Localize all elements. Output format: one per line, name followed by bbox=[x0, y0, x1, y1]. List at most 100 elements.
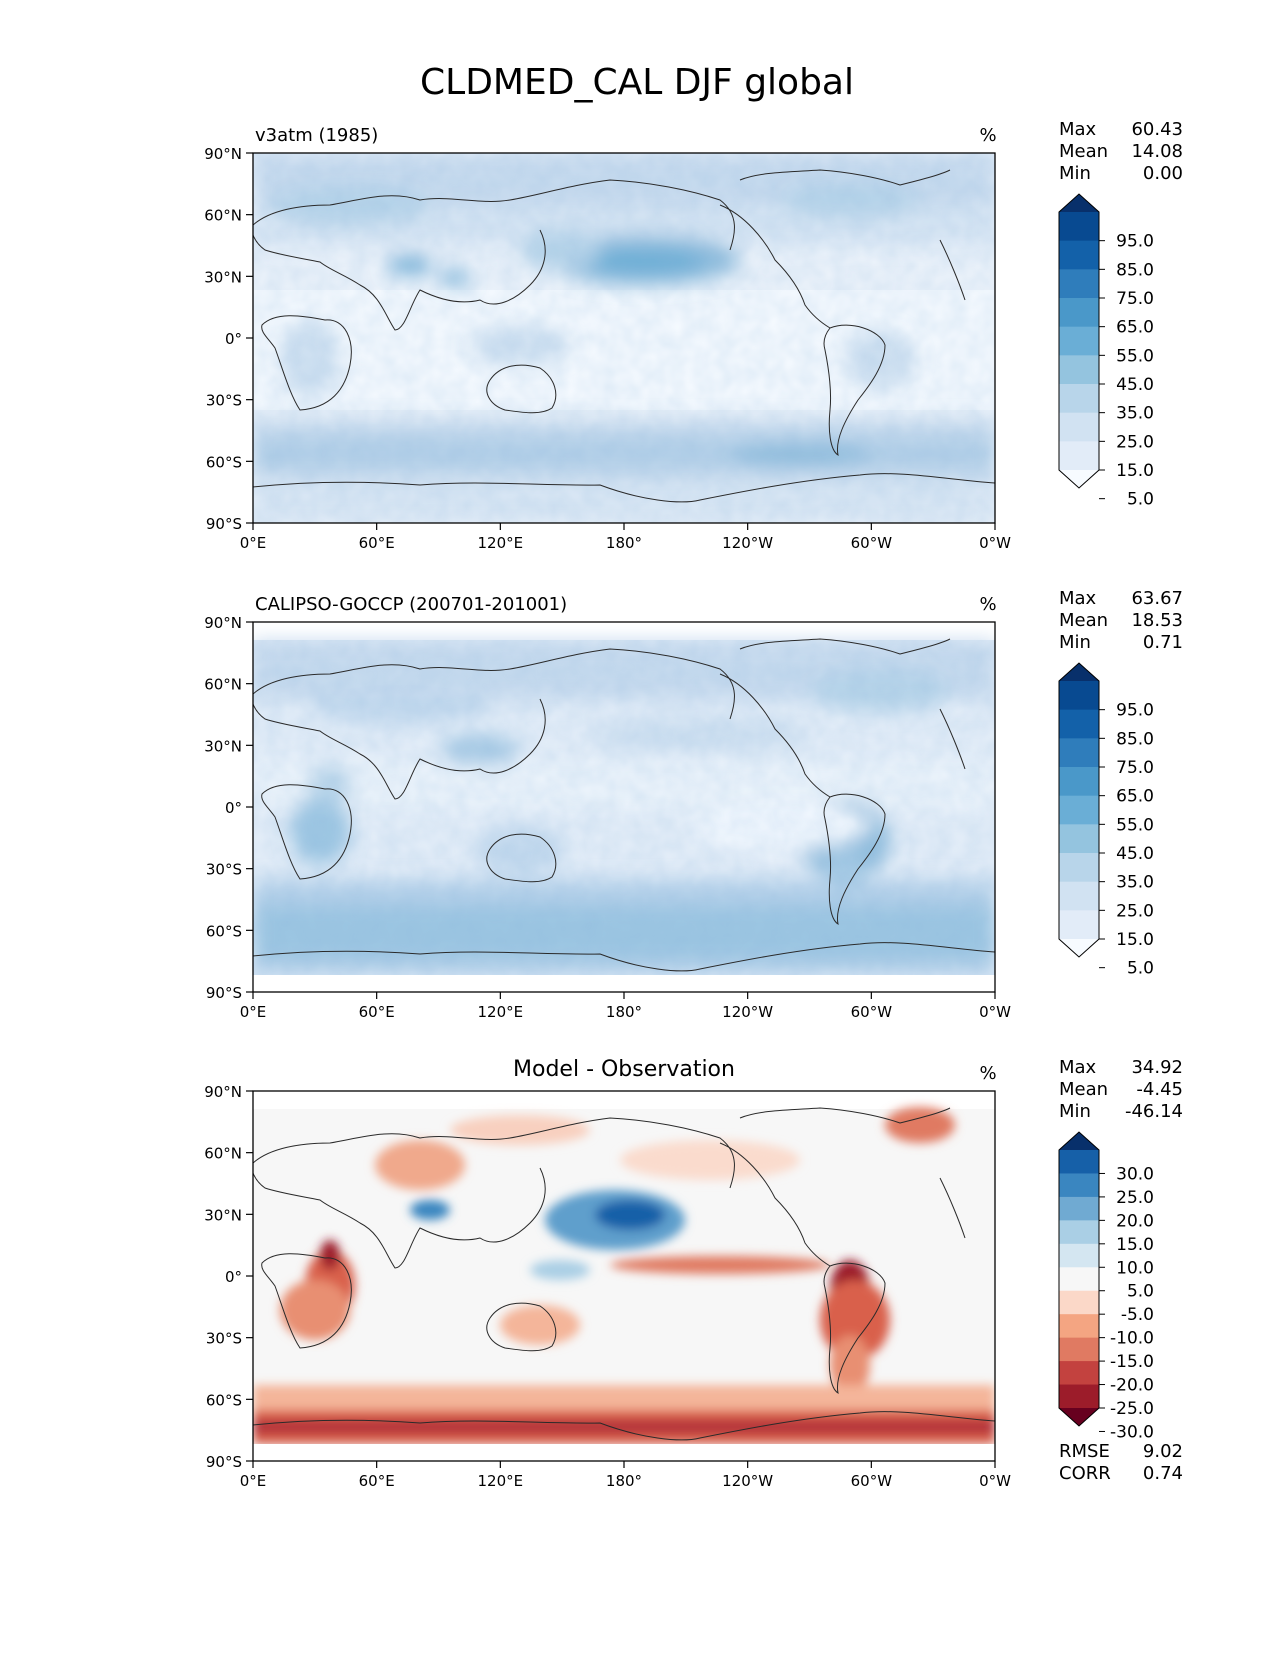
stats-difference: Max 34.92 Mean -4.45 Min -46.14 bbox=[1059, 1057, 1183, 1122]
colorbar-tick-label: 75.0 bbox=[1116, 289, 1154, 309]
colorbar-bin bbox=[1059, 384, 1099, 414]
colorbar-tick-label: -10.0 bbox=[1110, 1329, 1154, 1349]
colorbar-tick-label: -25.0 bbox=[1110, 1399, 1154, 1419]
colorbar-tick-label: 85.0 bbox=[1116, 260, 1154, 280]
colorbar-bin bbox=[1059, 709, 1099, 739]
metric-label-rmse: RMSE bbox=[1059, 1441, 1110, 1462]
lon-tick-label: 0°E bbox=[240, 1472, 267, 1490]
coastlines bbox=[253, 169, 995, 503]
colorbar-tick-label: 35.0 bbox=[1116, 873, 1154, 893]
colorbar-extend-min bbox=[1059, 470, 1099, 488]
colorbar-bin bbox=[1059, 441, 1099, 471]
colorbar-extend-min bbox=[1059, 939, 1099, 957]
stat-value-max: 34.92 bbox=[1131, 1057, 1183, 1078]
lat-tick-label: 30°S bbox=[206, 861, 242, 879]
lat-tick-label: 60°S bbox=[206, 1391, 242, 1409]
lat-tick-label: 60°N bbox=[204, 1145, 242, 1163]
lon-tick-label: 180° bbox=[606, 1003, 642, 1021]
panel-model: v3atm (1985) % bbox=[204, 119, 1183, 552]
lat-tick-label: 30°N bbox=[204, 1206, 242, 1224]
colorbar-extend-max bbox=[1059, 1132, 1099, 1150]
stat-label-mean: Mean bbox=[1059, 141, 1108, 162]
colorbar-tick-label: -20.0 bbox=[1110, 1376, 1154, 1396]
lon-tick-label: 0°E bbox=[240, 534, 267, 552]
lon-tick-label: 60°E bbox=[359, 534, 395, 552]
stat-value-min: 0.00 bbox=[1143, 163, 1183, 184]
colorbar-tick-label: 55.0 bbox=[1116, 346, 1154, 366]
colorbar-tick-label: 75.0 bbox=[1116, 758, 1154, 778]
colorbar-tick-label: 35.0 bbox=[1116, 404, 1154, 424]
lat-tick-label: 90°N bbox=[204, 145, 242, 163]
lat-tick-label: 30°S bbox=[206, 1330, 242, 1348]
colorbar-tick-label: 65.0 bbox=[1116, 787, 1154, 807]
lat-tick-label: 60°N bbox=[204, 676, 242, 694]
colorbar-tick-label: 25.0 bbox=[1116, 1188, 1154, 1208]
lat-tick-label: 0° bbox=[225, 330, 242, 348]
colorbar-bin bbox=[1059, 1220, 1099, 1245]
stat-value-min: 0.71 bbox=[1143, 632, 1183, 653]
coastlines bbox=[253, 638, 995, 972]
colorbar-bin bbox=[1059, 1173, 1099, 1198]
lat-tick-label: 60°S bbox=[206, 453, 242, 471]
lat-tick-label: 60°S bbox=[206, 922, 242, 940]
panel-units: % bbox=[979, 594, 996, 615]
colorbar-model: 95.0 85.0 75.0 65.0 55.0 45.0 35.0 25.0 15.0 5.0 bbox=[1058, 193, 1154, 510]
lat-tick-label: 90°S bbox=[206, 515, 242, 533]
stat-label-mean: Mean bbox=[1059, 610, 1108, 631]
colorbar-tick-label: 65.0 bbox=[1116, 318, 1154, 338]
map-axes-difference: 90°N 60°N 30°N 0° 30°S 60°S 90°S0°E 60°E 120°E 18… bbox=[204, 1083, 1011, 1490]
colorbar-tick-label: 5.0 bbox=[1127, 490, 1154, 510]
lat-tick-label: 0° bbox=[225, 799, 242, 817]
metric-value-rmse: 9.02 bbox=[1143, 1441, 1183, 1462]
stat-label-min: Min bbox=[1059, 632, 1091, 653]
lat-tick-label: 60°N bbox=[204, 207, 242, 225]
colorbar-bin bbox=[1059, 795, 1099, 825]
colorbar-tick-label: -5.0 bbox=[1121, 1305, 1154, 1325]
colorbar-bin bbox=[1059, 1150, 1099, 1174]
stat-value-max: 60.43 bbox=[1131, 119, 1183, 140]
metrics-difference: RMSE 9.02 CORR 0.74 bbox=[1059, 1441, 1183, 1484]
lat-tick-label: 90°N bbox=[204, 614, 242, 632]
lat-tick-label: 30°S bbox=[206, 392, 242, 410]
colorbar-bin bbox=[1059, 1290, 1099, 1315]
map-axes-observation: 90°N 60°N 30°N 0° 30°S 60°S 90°S0°E 60°E 120°E 18… bbox=[204, 614, 1011, 1021]
colorbar-bin bbox=[1059, 681, 1099, 711]
colorbar-bin bbox=[1059, 1243, 1099, 1268]
panel-units: % bbox=[979, 125, 996, 146]
colorbar-tick-label: 45.0 bbox=[1116, 844, 1154, 864]
colorbar-bin bbox=[1059, 1314, 1099, 1339]
colorbar-bin bbox=[1059, 1196, 1099, 1221]
colorbar-extend-max bbox=[1059, 194, 1099, 212]
metric-label-corr: CORR bbox=[1059, 1463, 1111, 1484]
stat-label-max: Max bbox=[1059, 588, 1097, 609]
lat-tick-label: 30°N bbox=[204, 737, 242, 755]
colorbar-tick-label: 55.0 bbox=[1116, 815, 1154, 835]
lon-tick-label: 120°W bbox=[722, 534, 773, 552]
map-field-observation bbox=[253, 622, 995, 992]
lon-tick-label: 120°E bbox=[478, 1003, 524, 1021]
colorbar-bin bbox=[1059, 910, 1099, 940]
colorbar-tick-label: -30.0 bbox=[1110, 1422, 1154, 1442]
map-axes-model: 90°N 60°N 30°N 0° 30°S 60°S 90°S0°E 60°E 120°E 18… bbox=[204, 145, 1011, 552]
lat-tick-label: 90°S bbox=[206, 1453, 242, 1471]
colorbar-observation: 95.0 85.0 75.0 65.0 55.0 45.0 35.0 25.0 15.0 5.0 bbox=[1058, 662, 1154, 979]
colorbar-tick-label: 15.0 bbox=[1116, 930, 1154, 950]
lon-tick-label: 60°W bbox=[851, 1472, 893, 1490]
lat-tick-label: 90°N bbox=[204, 1083, 242, 1101]
figure-title: CLDMED_CAL DJF global bbox=[420, 62, 854, 103]
lon-tick-label: 120°W bbox=[722, 1003, 773, 1021]
stat-value-min: -46.14 bbox=[1125, 1101, 1183, 1122]
stats-observation: Max 63.67 Mean 18.53 Min 0.71 bbox=[1059, 588, 1183, 653]
lon-tick-label: 120°E bbox=[478, 1472, 524, 1490]
stat-label-min: Min bbox=[1059, 163, 1091, 184]
panel-left-label: v3atm (1985) bbox=[255, 125, 378, 146]
colorbar-bin bbox=[1059, 1384, 1099, 1409]
colorbar-tick-label: 85.0 bbox=[1116, 729, 1154, 749]
colorbar-bin bbox=[1059, 240, 1099, 270]
colorbar-tick-label: -15.0 bbox=[1110, 1352, 1154, 1372]
lon-tick-label: 120°E bbox=[478, 534, 524, 552]
metric-value-corr: 0.74 bbox=[1143, 1463, 1183, 1484]
stat-label-max: Max bbox=[1059, 1057, 1097, 1078]
stat-value-mean: 18.53 bbox=[1131, 610, 1183, 631]
